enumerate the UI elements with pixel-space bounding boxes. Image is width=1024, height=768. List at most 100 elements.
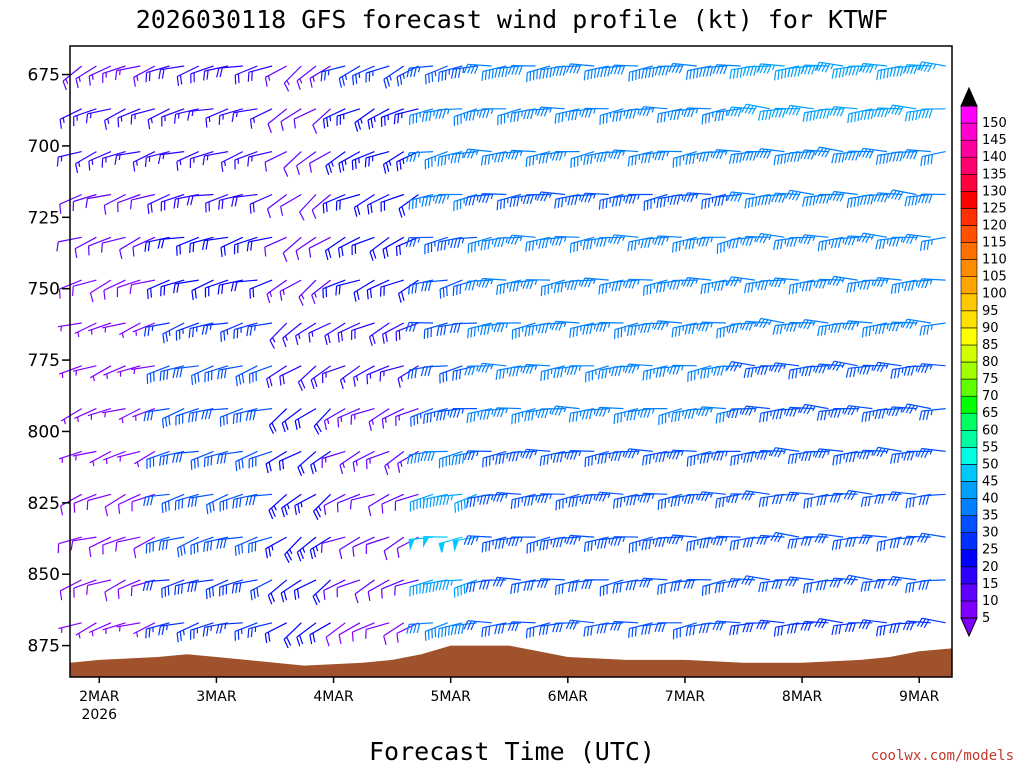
wind-barb [668,364,697,375]
wind-barb [409,108,434,125]
wind-barb [785,406,814,417]
wind-barb [132,151,156,172]
wind-barb [919,408,946,421]
wind-barb [364,151,390,168]
wind-barb [552,622,580,633]
wind-barb [146,365,170,384]
wind-barb [565,63,595,74]
wind-barb [161,493,185,514]
wind-barb [406,65,434,78]
wind-barb [176,151,200,171]
wind-barb [756,63,785,74]
wind-barb [268,493,288,520]
wind-barb [73,493,97,513]
wind-barb [174,493,199,511]
wind-barb [478,277,507,288]
wind-barb [450,236,478,249]
wind-barb [322,108,346,129]
wind-barb [175,408,199,426]
wind-barb [742,151,770,161]
wind-barb [102,65,126,83]
wind-barb [887,104,917,116]
wind-barb [493,407,522,418]
wind-barb [555,493,580,511]
wind-barb [88,151,112,171]
wind-barb [657,579,683,595]
wind-barb [283,65,302,92]
wind-barb [245,408,273,421]
colorbar-segment [960,310,978,329]
wind-barb [641,65,668,79]
wind-barb [216,65,243,78]
wind-barb [232,493,258,509]
wind-barb [537,408,565,419]
wind-barb [75,151,97,174]
wind-barb [114,65,141,81]
wind-barb [280,579,302,603]
wind-barb [129,279,156,295]
y-tick-label: 750 [28,280,60,300]
wind-barb [215,622,243,634]
wind-barb [583,536,609,552]
wind-barb [581,493,609,505]
wind-barb [785,189,814,201]
wind-barb [434,193,463,204]
wind-barb [610,536,639,546]
wind-barb [570,151,595,169]
wind-barb [671,322,697,338]
wind-barb [772,408,800,420]
wind-barb [312,579,332,606]
wind-barb [117,365,141,377]
wind-barb [581,107,609,118]
credit-link[interactable]: coolwx.com/models [871,748,1014,764]
wind-barb [353,279,375,302]
x-tick-label: 2MAR [79,689,120,705]
wind-barb [368,408,390,432]
wind-barb [464,279,492,291]
wind-barb [249,193,273,214]
colorbar-tick-label: 70 [982,389,999,404]
wind-barb [699,450,726,464]
wind-barb [640,236,668,249]
wind-barb [352,65,375,86]
wind-barb [482,450,507,468]
wind-barb [423,322,448,340]
wind-barb [770,362,800,373]
wind-barb [714,193,741,207]
wind-barb [581,579,609,590]
wind-barb [308,236,331,258]
wind-barb [493,236,522,248]
wind-barb [567,193,595,206]
wind-barb [478,579,507,590]
wind-barb [757,279,785,291]
wind-barb [917,278,946,289]
wind-barb [465,193,492,206]
wind-barb [672,622,697,640]
wind-barb [335,193,361,211]
wind-barb [902,318,931,329]
wind-barb [903,450,931,461]
wind-barb [88,65,112,86]
wind-barb [799,319,829,330]
wind-barb [365,65,390,83]
wind-barb [551,320,580,331]
colorbar-tick-label: 45 [982,475,999,490]
wind-barb [626,493,653,506]
wind-barb [756,148,785,159]
wind-barb [145,536,170,554]
wind-barb [245,493,273,506]
wind-barb [596,65,624,78]
wind-barb [282,236,302,263]
wind-barb [876,536,902,552]
wind-barb [247,65,273,82]
wind-barb [117,579,141,599]
wind-barb [422,536,448,549]
wind-barb [281,493,302,518]
colorbar-min-arrow [960,617,978,638]
wind-barb [816,579,844,591]
wind-barb [496,193,522,211]
wind-barb [85,108,112,124]
wind-barb [435,108,463,119]
wind-barb [757,193,785,206]
